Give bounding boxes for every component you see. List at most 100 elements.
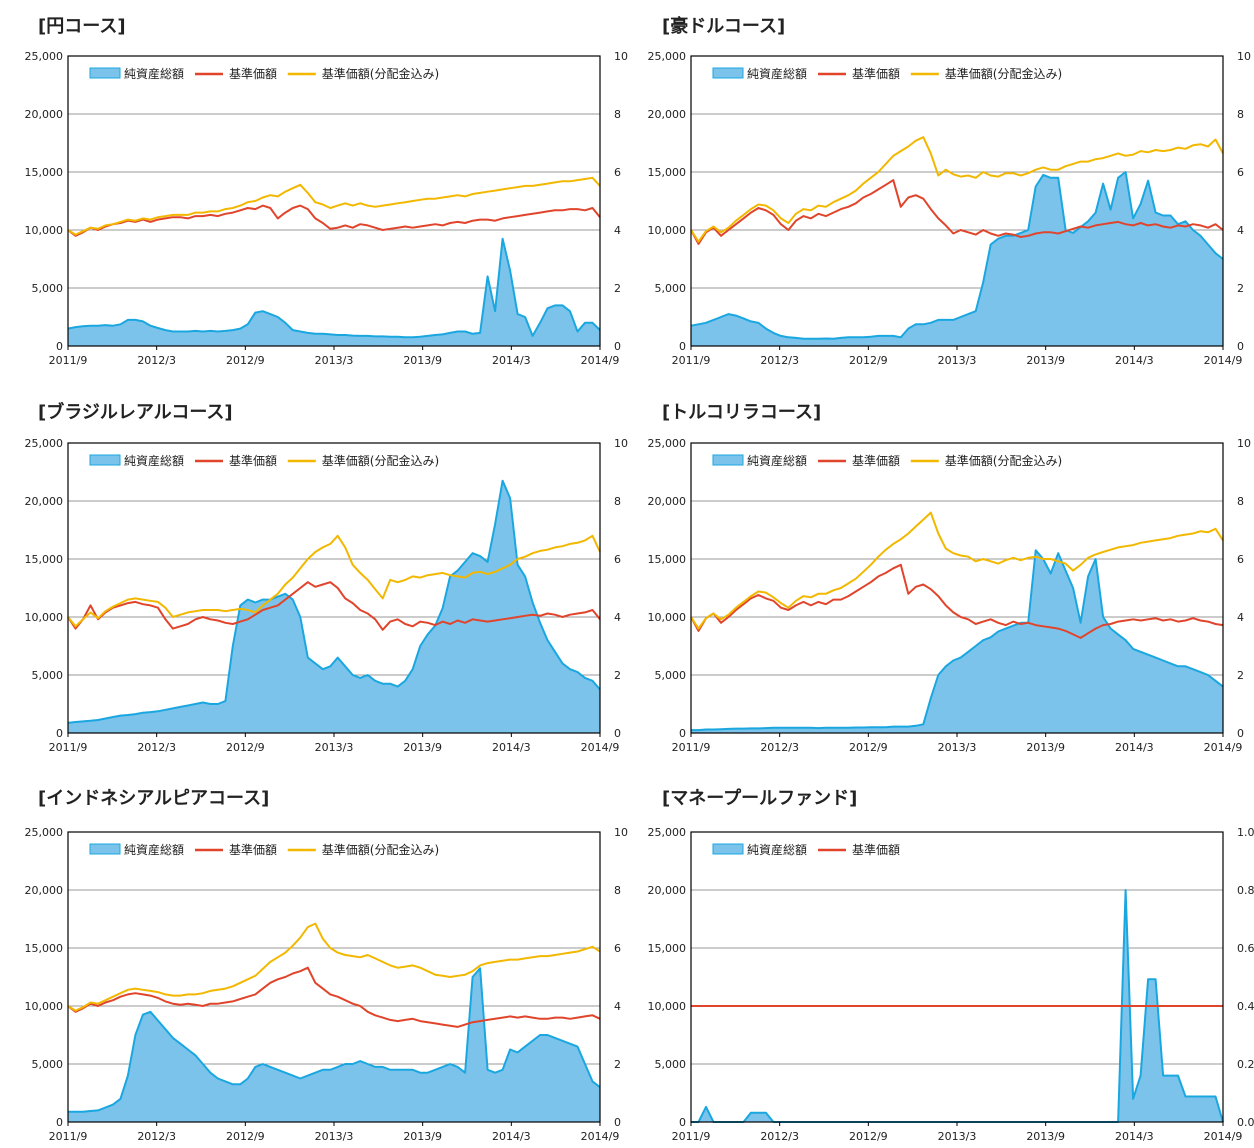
chart-4: 25,00020,00015,00010,0005,00001086420201…: [25, 826, 629, 1143]
x-axis-tick: 2012/9: [849, 354, 888, 367]
x-axis-tick: 2013/9: [1026, 354, 1065, 367]
legend-label: 純資産総額: [747, 453, 807, 468]
series-area-net-assets: [691, 172, 1223, 346]
right-axis-tick: 4: [614, 224, 621, 237]
series-area-net-assets: [691, 550, 1223, 733]
x-axis-tick: 2011/9: [49, 354, 88, 367]
legend-label: 基準価額(分配金込み): [945, 66, 1062, 81]
right-axis-tick: 8: [1237, 108, 1244, 121]
left-axis-tick: 10,000: [648, 1000, 687, 1013]
right-axis-tick: 0.0: [1237, 1116, 1254, 1129]
series-line-nav: [690, 563, 1224, 639]
legend-label: 純資産総額: [747, 66, 807, 81]
x-axis-tick: 2014/9: [581, 741, 620, 754]
left-axis-tick: 0: [56, 1116, 63, 1129]
legend-label: 純資産総額: [747, 842, 807, 857]
left-axis-tick: 5,000: [32, 1058, 64, 1071]
series-area-net-assets: [691, 890, 1223, 1122]
left-axis-tick: 0: [56, 340, 63, 353]
right-axis-tick: 8: [614, 884, 621, 897]
x-axis-tick: 2014/3: [1115, 741, 1154, 754]
x-axis-tick: 2013/9: [403, 1130, 442, 1143]
x-axis-tick: 2013/3: [315, 741, 354, 754]
legend-swatch-net-assets: [712, 454, 744, 466]
x-axis-tick: 2012/3: [137, 354, 176, 367]
legend-label: 基準価額: [852, 453, 900, 468]
left-axis-tick: 10,000: [648, 224, 687, 237]
x-axis-tick: 2014/9: [1204, 1130, 1243, 1143]
right-axis-tick: 0.4: [1237, 1000, 1254, 1013]
series-area-net-assets: [68, 968, 600, 1122]
left-axis-tick: 25,000: [25, 437, 64, 450]
chart-1: 25,00020,00015,00010,0005,00001086420201…: [648, 50, 1252, 367]
left-axis-tick: 0: [56, 727, 63, 740]
right-axis-tick: 10: [614, 826, 628, 839]
x-axis-tick: 2012/3: [760, 741, 799, 754]
legend-label: 基準価額(分配金込み): [945, 453, 1062, 468]
left-axis-tick: 0: [679, 340, 686, 353]
legend-label: 純資産総額: [124, 66, 184, 81]
right-axis-tick: 6: [614, 942, 621, 955]
plot-frame: [67, 55, 601, 347]
series-line-net-assets: [67, 237, 601, 339]
right-axis-tick: 6: [1237, 166, 1244, 179]
series-line-nav-with-dividends: [67, 534, 601, 628]
panel-title-0: [円コース]: [38, 16, 126, 37]
legend-swatch-net-assets: [712, 843, 744, 855]
legend-label: 基準価額(分配金込み): [322, 66, 439, 81]
right-axis-tick: 10: [1237, 437, 1251, 450]
x-axis-tick: 2014/9: [581, 1130, 620, 1143]
legend-label: 純資産総額: [124, 453, 184, 468]
left-axis-tick: 25,000: [25, 826, 64, 839]
x-axis-tick: 2013/3: [938, 741, 977, 754]
left-axis-tick: 5,000: [32, 282, 64, 295]
right-axis-tick: 10: [614, 437, 628, 450]
series-line-net-assets: [690, 171, 1224, 340]
legend-label: 基準価額(分配金込み): [322, 842, 439, 857]
x-axis-tick: 2013/9: [403, 741, 442, 754]
right-axis-tick: 0: [1237, 727, 1244, 740]
x-axis-tick: 2012/9: [226, 741, 265, 754]
series-line-net-assets: [67, 479, 601, 724]
series-line-nav: [67, 966, 601, 1028]
x-axis-tick: 2014/9: [581, 354, 620, 367]
series-line-net-assets: [691, 549, 1224, 732]
x-axis-tick: 2011/9: [672, 1130, 711, 1143]
x-axis-tick: 2012/3: [760, 354, 799, 367]
left-axis-tick: 10,000: [648, 611, 687, 624]
x-axis-tick: 2013/9: [1026, 741, 1065, 754]
left-axis-tick: 5,000: [32, 669, 64, 682]
chart-0: 25,00020,00015,00010,0005,00001086420201…: [25, 50, 629, 367]
right-axis-tick: 6: [614, 553, 621, 566]
left-axis-tick: 0: [679, 727, 686, 740]
left-axis-tick: 15,000: [648, 166, 687, 179]
legend-label: 基準価額: [229, 453, 277, 468]
series-line-net-assets: [68, 967, 601, 1113]
x-axis-tick: 2013/3: [315, 1130, 354, 1143]
legend-label: 基準価額: [852, 66, 900, 81]
left-axis-tick: 15,000: [25, 942, 64, 955]
left-axis-tick: 20,000: [648, 884, 687, 897]
series-line-nav-with-dividends: [690, 511, 1224, 630]
right-axis-tick: 4: [1237, 611, 1244, 624]
left-axis-tick: 20,000: [648, 495, 687, 508]
series-area-net-assets: [68, 480, 600, 733]
right-axis-tick: 0: [614, 340, 621, 353]
right-axis-tick: 2: [614, 669, 621, 682]
right-axis-tick: 2: [1237, 669, 1244, 682]
right-axis-tick: 8: [1237, 495, 1244, 508]
x-axis-tick: 2014/3: [492, 354, 531, 367]
x-axis-tick: 2014/3: [492, 1130, 531, 1143]
x-axis-tick: 2012/9: [849, 1130, 888, 1143]
legend-label: 基準価額: [229, 842, 277, 857]
legend-swatch-net-assets: [89, 67, 121, 79]
chart-5: 25,000 20,000 15,000 10,000 5,000 0 1.0 0.8 0.6 0…: [648, 826, 1254, 1143]
left-axis-tick: 15,000: [25, 166, 64, 179]
left-axis-tick: 15,000: [648, 553, 687, 566]
left-axis-tick: 25,000: [648, 50, 687, 63]
right-axis-tick: 6: [614, 166, 621, 179]
panel-title-4: [インドネシアルピアコース]: [38, 788, 270, 809]
right-axis-tick: 2: [614, 1058, 621, 1071]
